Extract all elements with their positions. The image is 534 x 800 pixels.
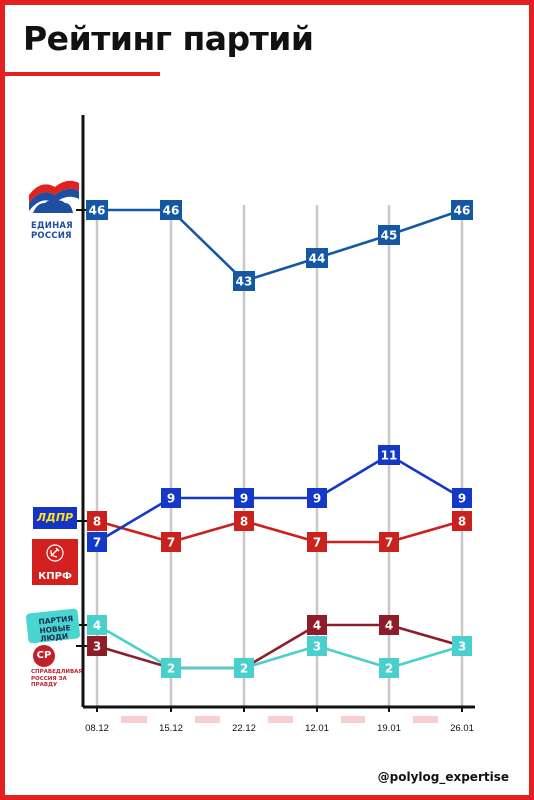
- x-tick-label: 22.12: [232, 723, 256, 734]
- data-point-marker: [378, 225, 400, 245]
- data-point-marker: [379, 658, 399, 678]
- ldpr-label: ЛДПР: [36, 511, 74, 524]
- x-tick-label: 12.01: [305, 723, 329, 734]
- data-label: 7: [385, 536, 393, 550]
- data-point-marker: [233, 271, 255, 291]
- data-label: 9: [167, 492, 175, 506]
- date-highlight-strip: [413, 716, 438, 723]
- data-label: 46: [163, 204, 180, 218]
- data-point-marker: [379, 615, 399, 635]
- watermark: @polylog_expertise: [377, 770, 509, 784]
- x-tick-label: 19.01: [377, 723, 401, 734]
- data-label: 2: [167, 662, 175, 676]
- data-label: 8: [458, 515, 466, 529]
- series-line: [96, 623, 463, 670]
- data-label: 44: [309, 252, 326, 266]
- series-line: [96, 519, 463, 544]
- title-underline: [5, 72, 160, 76]
- data-point-marker: [234, 511, 254, 531]
- data-label: 2: [240, 662, 248, 676]
- united-russia-logo: ЕДИНАЯ РОССИЯ: [27, 173, 89, 245]
- data-point-marker: [86, 200, 108, 220]
- data-point-marker: [452, 511, 472, 531]
- data-label: 9: [240, 492, 248, 506]
- data-point-marker: [307, 636, 327, 656]
- sr-badge: СР: [33, 645, 55, 667]
- data-point-marker: [87, 511, 107, 531]
- date-highlight-strip: [121, 716, 147, 723]
- data-label: 43: [236, 275, 253, 289]
- kprf-label: КПРФ: [38, 571, 72, 582]
- data-point-marker: [451, 200, 473, 220]
- data-label: 45: [381, 229, 398, 243]
- series-line: [97, 208, 463, 283]
- data-point-marker: [379, 532, 399, 552]
- data-point-marker: [452, 488, 472, 508]
- data-label: 11: [381, 449, 398, 463]
- data-point-marker: [234, 658, 254, 678]
- data-label: 3: [458, 640, 466, 654]
- data-label: 46: [454, 204, 471, 218]
- new-people-logo: ПАРТИЯ НОВЫЕ ЛЮДИ: [25, 608, 81, 644]
- sr-logo: СР СПРАВЕДЛИВАЯ РОССИЯ ЗА ПРАВДУ: [31, 645, 83, 697]
- date-highlight-strip: [268, 716, 293, 723]
- data-point-marker: [307, 532, 327, 552]
- data-label: 3: [93, 640, 101, 654]
- party-rating-chart: 08.1215.1222.1212.0119.0126.013224434223…: [76, 115, 475, 734]
- data-point-marker: [234, 488, 254, 508]
- data-point-marker: [87, 615, 107, 635]
- data-point-marker: [306, 248, 328, 268]
- series-line: [96, 453, 463, 544]
- sr-label: СПРАВЕДЛИВАЯ РОССИЯ ЗА ПРАВДУ: [31, 669, 83, 688]
- data-label: 8: [240, 515, 248, 529]
- date-highlight-strip: [341, 716, 365, 723]
- x-tick-label: 15.12: [159, 723, 183, 734]
- hammer-sickle-icon: [46, 544, 64, 562]
- data-point-marker: [378, 445, 400, 465]
- data-label: 7: [93, 536, 101, 550]
- data-label: 4: [385, 619, 393, 633]
- bear-flag-icon: [29, 180, 79, 213]
- data-point-marker: [161, 658, 181, 678]
- data-point-marker: [161, 488, 181, 508]
- page-title: Рейтинг партий: [23, 19, 314, 58]
- data-label: 46: [89, 204, 106, 218]
- x-tick-label: 08.12: [85, 723, 109, 734]
- data-label: 4: [93, 619, 101, 633]
- united-russia-label: ЕДИНАЯ РОССИЯ: [31, 221, 73, 241]
- data-label: 3: [313, 640, 321, 654]
- new-people-label: ПАРТИЯ НОВЫЕ ЛЮДИ: [38, 613, 74, 644]
- data-label: 9: [313, 492, 321, 506]
- data-label: 7: [167, 536, 175, 550]
- data-point-marker: [87, 532, 107, 552]
- data-label: 2: [385, 662, 393, 676]
- data-label: 9: [458, 492, 466, 506]
- data-label: 4: [313, 619, 321, 633]
- data-point-marker: [87, 636, 107, 656]
- data-label: 7: [313, 536, 321, 550]
- data-point-marker: [307, 488, 327, 508]
- date-highlight-strip: [195, 716, 220, 723]
- data-label: 8: [93, 515, 101, 529]
- data-point-marker: [452, 636, 472, 656]
- data-point-marker: [307, 615, 327, 635]
- data-point-marker: [161, 532, 181, 552]
- series-line: [96, 623, 463, 670]
- ldpr-logo: ЛДПР: [33, 507, 77, 529]
- kprf-logo: КПРФ: [32, 539, 78, 585]
- data-point-marker: [160, 200, 182, 220]
- x-tick-label: 26.01: [450, 723, 474, 734]
